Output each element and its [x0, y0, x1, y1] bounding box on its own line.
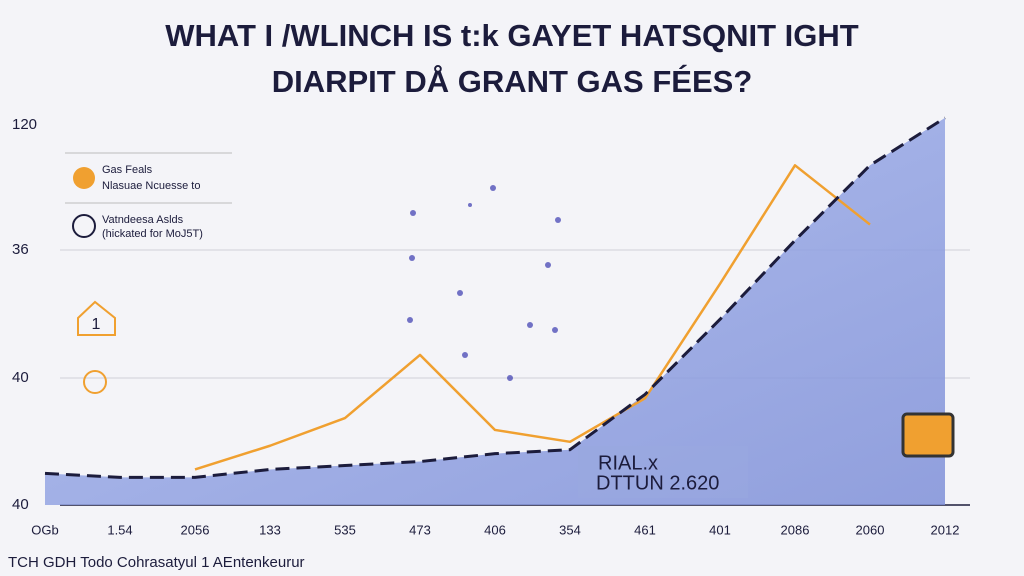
y-tick-label: 40	[12, 369, 29, 386]
annotation-icon	[77, 300, 116, 336]
x-tick-label: 535	[334, 522, 356, 537]
legend-sublabel: (hickated for MoJ5T)	[102, 228, 203, 240]
legend-icon	[72, 214, 96, 238]
annotation: RIAL.x	[598, 452, 658, 474]
x-tick-label: 473	[409, 522, 431, 537]
x-tick-label: 406	[484, 522, 506, 537]
line	[194, 164, 871, 471]
y-tick-label: 40	[12, 496, 29, 513]
x-tick-label: 2056	[181, 522, 210, 537]
legend: Gas Feals Nlasuae Ncuesse to Vatndeesa A…	[65, 152, 232, 240]
annotation-icon	[901, 412, 955, 458]
legend-label: Gas Feals	[102, 164, 153, 176]
x-tick-label: OGb	[31, 522, 58, 537]
line	[44, 116, 946, 479]
x-tick-label: 401	[709, 522, 731, 537]
x-tick-label: 133	[259, 522, 281, 537]
x-tick-label: 461	[634, 522, 656, 537]
x-tick-label: 2086	[781, 522, 810, 537]
legend-sublabel: Nlasuae Ncuesse to	[102, 180, 200, 192]
annotation-box	[578, 446, 748, 498]
y-tick-label: 36	[12, 241, 29, 258]
annotation: 1	[92, 316, 101, 333]
chart-subtitle: DIARPIT DÅ GRANT GAS FÉES?	[272, 64, 753, 99]
annotation: DTTUN 2.620	[596, 472, 719, 494]
y-tick-label: 120	[12, 116, 37, 133]
x-tick-label: 2012	[931, 522, 960, 537]
annotation-icon	[83, 370, 107, 394]
legend-label: Vatndeesa Aslds	[102, 214, 184, 226]
legend-icon	[73, 167, 95, 189]
x-tick-label: 2060	[856, 522, 885, 537]
area	[45, 117, 945, 506]
x-tick-label: 1.54	[107, 522, 132, 537]
scatter-decor	[407, 185, 561, 381]
footer: TCH GDH Todo Cohrasatyul 1 AEntenkeurur	[8, 554, 305, 571]
chart-title: WHAT I /WLINCH IS t:k GAYET HATSQNIT IGH…	[165, 18, 859, 53]
x-tick-label: 354	[559, 522, 581, 537]
